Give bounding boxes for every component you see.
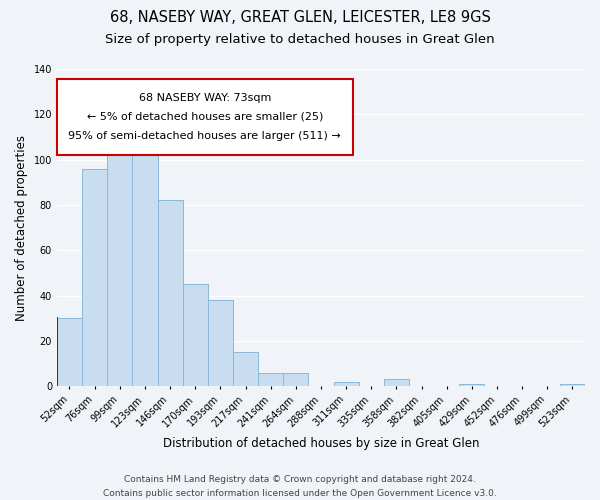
Bar	[233, 352, 258, 386]
Bar	[560, 384, 585, 386]
Bar	[334, 382, 359, 386]
Text: Size of property relative to detached houses in Great Glen: Size of property relative to detached ho…	[105, 32, 495, 46]
X-axis label: Distribution of detached houses by size in Great Glen: Distribution of detached houses by size …	[163, 437, 479, 450]
Bar	[258, 372, 283, 386]
Bar	[208, 300, 233, 386]
Bar	[57, 318, 82, 386]
Bar	[182, 284, 208, 386]
Bar	[459, 384, 484, 386]
Text: 95% of semi-detached houses are larger (511) →: 95% of semi-detached houses are larger (…	[68, 130, 341, 140]
Text: ← 5% of detached houses are smaller (25): ← 5% of detached houses are smaller (25)	[86, 112, 323, 122]
Bar	[82, 168, 107, 386]
Bar	[158, 200, 182, 386]
Bar	[133, 137, 158, 386]
Y-axis label: Number of detached properties: Number of detached properties	[15, 134, 28, 320]
Text: Contains HM Land Registry data © Crown copyright and database right 2024.
Contai: Contains HM Land Registry data © Crown c…	[103, 476, 497, 498]
Bar	[107, 144, 133, 386]
Text: 68, NASEBY WAY, GREAT GLEN, LEICESTER, LE8 9GS: 68, NASEBY WAY, GREAT GLEN, LEICESTER, L…	[110, 10, 490, 25]
Bar	[283, 372, 308, 386]
Bar	[384, 380, 409, 386]
Text: 68 NASEBY WAY: 73sqm: 68 NASEBY WAY: 73sqm	[139, 92, 271, 102]
